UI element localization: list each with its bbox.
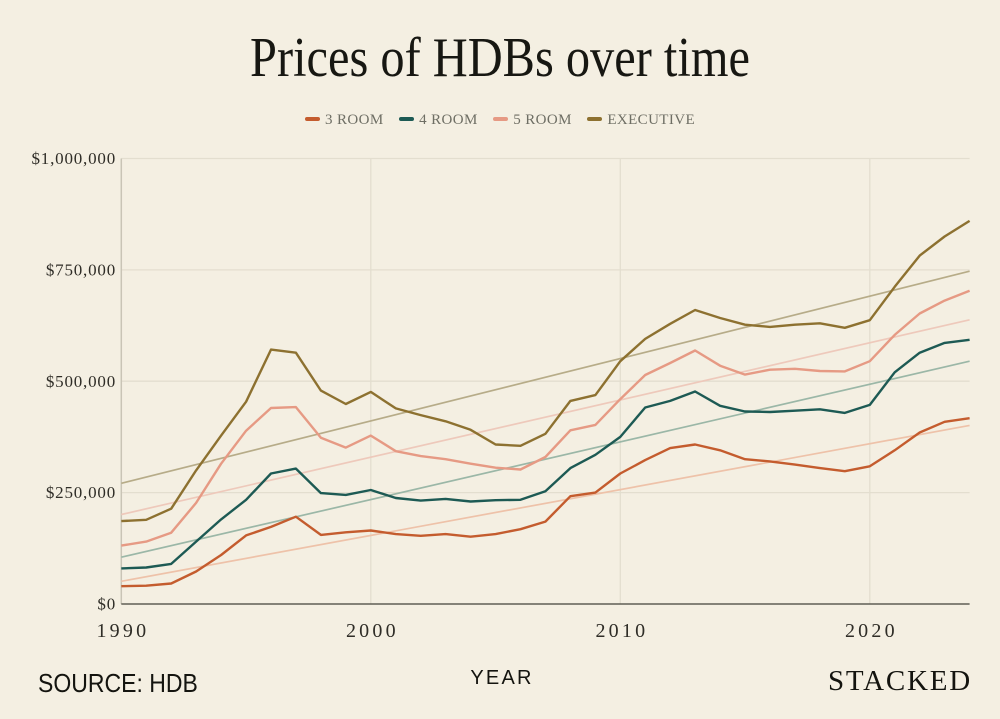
svg-text:2000: 2000 [346,620,399,642]
svg-text:$1,000,000: $1,000,000 [32,149,117,168]
svg-text:1990: 1990 [96,620,149,642]
svg-text:$500,000: $500,000 [46,372,116,391]
svg-text:2020: 2020 [845,620,898,642]
svg-text:$0: $0 [97,595,116,614]
svg-text:$750,000: $750,000 [46,260,116,279]
svg-text:$250,000: $250,000 [46,483,116,502]
svg-text:2010: 2010 [595,620,648,642]
